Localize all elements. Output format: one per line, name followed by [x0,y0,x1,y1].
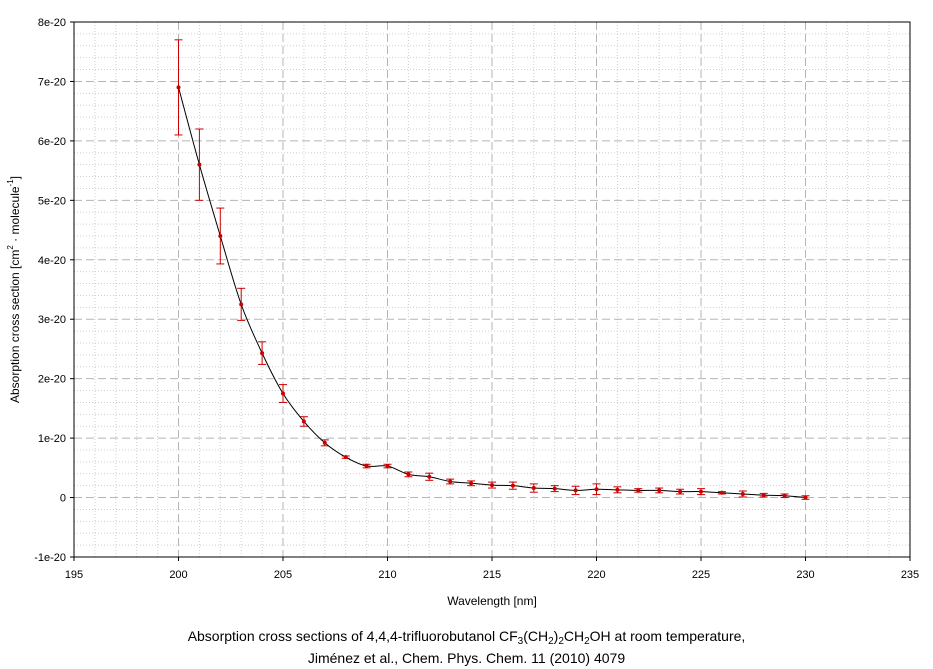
data-point [343,455,348,460]
data-point [615,487,620,492]
data-point [469,481,474,486]
data-point [740,491,745,496]
data-point [594,487,599,492]
data-point [552,486,557,491]
chart-caption-line-2: Jiménez et al., Chem. Phys. Chem. 11 (20… [307,650,626,666]
x-tick-label: 230 [796,569,814,581]
data-point [782,493,787,498]
data-point [678,489,683,494]
x-tick-label: 200 [169,569,187,581]
data-point [636,488,641,493]
x-tick-label: 235 [901,569,919,581]
y-tick-label: 5e-20 [38,195,66,207]
x-axis-label: Wavelength [nm] [447,594,537,608]
data-point [176,85,181,90]
x-tick-label: 215 [483,569,501,581]
data-point [719,490,724,495]
data-point [239,302,244,307]
data-point [490,483,494,488]
y-tick-label: 7e-20 [38,76,66,88]
x-tick-label: 225 [692,569,710,581]
data-point [364,464,369,469]
chart: 195 200 205 210 215 220 225 230 235 -1e-20 0 1e-20… [6,17,919,608]
data-point [301,419,306,424]
y-tick-label: 2e-20 [38,374,66,386]
x-tick-label: 210 [378,569,396,581]
y-axis-ticks: -1e-20 0 1e-20 2e-20 3e-20 4e-20 5e-20 6e-20 7e-… [34,17,74,564]
data-point [385,464,390,469]
y-tick-label: 4e-20 [38,255,66,267]
x-axis-ticks: 195 200 205 210 215 220 225 230 235 [65,557,919,581]
minor-grid [74,22,910,557]
data-point [197,162,202,167]
data-point [281,391,285,396]
y-axis-label: Absorption cross section [cm2 · molecule… [6,176,22,403]
x-tick-label: 205 [274,569,292,581]
data-point [260,351,265,356]
y-tick-label: 8e-20 [38,17,66,29]
data-point [699,489,703,494]
y-tick-label: 1e-20 [38,433,66,445]
x-tick-label: 220 [587,569,605,581]
data-point [657,488,662,493]
data-point [448,479,453,484]
data-markers [176,85,808,500]
data-point [218,234,223,238]
chart-caption-line-1: Absorption cross sections of 4,4,4-trifl… [187,628,746,647]
data-point [322,440,327,445]
data-point [573,488,578,493]
x-tick-label: 195 [65,569,83,581]
data-point [510,483,515,488]
data-point [406,472,411,477]
y-tick-label: -1e-20 [34,552,66,564]
data-point [427,474,432,479]
data-point [761,493,766,498]
y-tick-label: 3e-20 [38,314,66,326]
y-tick-label: 6e-20 [38,136,66,148]
data-point [803,495,808,500]
y-tick-label: 0 [60,493,66,505]
data-point [531,486,536,491]
